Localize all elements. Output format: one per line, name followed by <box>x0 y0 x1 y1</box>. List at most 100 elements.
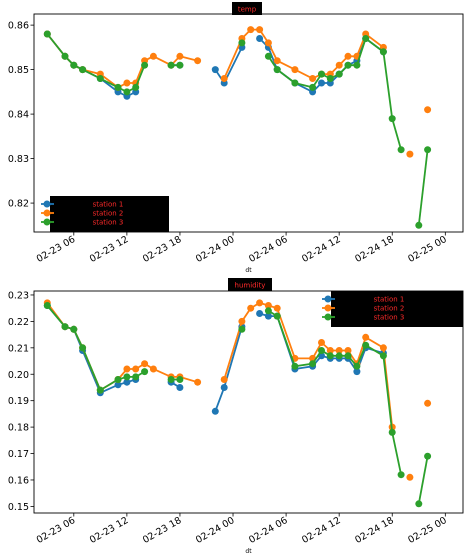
data-point-station-2 <box>194 57 202 65</box>
legend-marker-station-2 <box>324 304 332 312</box>
legend-box <box>50 196 169 232</box>
data-point-station-3 <box>415 500 423 508</box>
data-point-station-3 <box>141 61 149 69</box>
data-point-station-1 <box>220 384 228 391</box>
data-point-station-3 <box>379 352 387 360</box>
data-point-station-3 <box>424 452 432 460</box>
data-point-station-2 <box>335 61 343 69</box>
data-point-station-1 <box>264 312 272 320</box>
legend-marker-station-3 <box>324 313 332 321</box>
data-point-station-3 <box>96 75 104 82</box>
data-point-station-3 <box>167 376 175 383</box>
data-point-station-2 <box>123 365 131 373</box>
y-tick-label: 0.18 <box>8 423 29 434</box>
data-point-station-1 <box>176 384 184 391</box>
chart-panel-2: 0.15 0.16 0.17 0.18 0.19 0.20 0.21 0.22 0.23 02-2… <box>8 278 464 555</box>
legend-label-station-2: station 2 <box>374 305 405 313</box>
data-point-station-2 <box>149 365 157 373</box>
data-point-station-1 <box>211 66 219 74</box>
x-tick-label: 02-25 00 <box>406 515 448 546</box>
x-tick-label: 02-23 06 <box>35 515 77 546</box>
x-tick-label: 02-23 12 <box>88 515 130 546</box>
data-point-station-3 <box>326 75 334 82</box>
data-point-station-3 <box>291 362 299 370</box>
data-point-station-2 <box>264 302 272 309</box>
chart-panel-1: 0.82 0.83 0.84 0.85 0.86 02-23 06 02-23 12 02-2… <box>8 2 464 274</box>
data-point-station-2 <box>273 304 281 312</box>
data-point-station-3 <box>344 352 352 360</box>
title-box <box>232 2 262 15</box>
y-tick-label: 0.16 <box>8 475 29 486</box>
legend-label-station-2: station 2 <box>93 210 124 218</box>
data-point-station-3 <box>353 362 361 370</box>
data-point-station-2 <box>318 339 325 346</box>
x-tick-label: 02-24 12 <box>300 234 342 265</box>
data-point-station-3 <box>379 48 387 56</box>
data-point-station-3 <box>424 146 432 154</box>
data-point-station-2 <box>379 344 387 352</box>
data-point-station-2 <box>220 75 228 82</box>
data-point-station-3 <box>141 368 149 376</box>
chart-title: humidity <box>235 282 266 290</box>
data-point-station-3 <box>335 352 343 360</box>
data-point-station-3 <box>388 428 396 436</box>
data-point-station-3 <box>388 115 396 123</box>
data-point-station-3 <box>79 344 87 352</box>
chart-title: temp <box>238 6 257 14</box>
data-point-station-1 <box>211 407 219 415</box>
data-point-station-3 <box>167 61 175 69</box>
data-point-station-2 <box>247 26 255 34</box>
x-tick-label: 02-23 12 <box>88 234 130 265</box>
x-tick-label: 02-24 06 <box>247 234 289 265</box>
data-point-station-2 <box>344 52 352 60</box>
data-point-station-3 <box>70 325 78 333</box>
x-tick-label: 02-23 18 <box>141 234 183 265</box>
data-point-station-3 <box>397 146 405 154</box>
data-point-station-3 <box>61 52 69 60</box>
data-point-station-2 <box>264 39 272 47</box>
data-point-station-3 <box>114 376 122 383</box>
legend-label-station-1: station 1 <box>374 296 405 304</box>
data-point-station-3 <box>176 376 184 383</box>
data-point-station-3 <box>344 61 352 69</box>
data-point-station-2 <box>406 150 414 158</box>
legend-label-station-3: station 3 <box>93 219 124 227</box>
data-point-station-1 <box>114 381 122 389</box>
data-point-station-3 <box>264 52 272 60</box>
data-point-station-2 <box>256 299 264 307</box>
data-point-station-2 <box>132 365 140 373</box>
data-point-station-3 <box>335 70 343 78</box>
legend-marker-station-2 <box>43 209 51 217</box>
data-point-station-3 <box>264 307 272 315</box>
data-point-station-3 <box>291 79 299 87</box>
data-point-station-3 <box>70 61 78 69</box>
data-point-station-3 <box>415 221 423 229</box>
x-tick-label: 02-24 18 <box>353 515 395 546</box>
y-tick-label: 0.84 <box>8 110 29 121</box>
data-point-station-2 <box>424 399 432 407</box>
y-tick-label: 0.15 <box>8 502 29 513</box>
x-tick-label: 02-24 18 <box>353 234 395 265</box>
data-point-station-3 <box>318 70 325 78</box>
x-tick-label: 02-25 00 <box>406 234 448 265</box>
data-point-station-2 <box>238 317 246 325</box>
legend-box <box>331 291 463 327</box>
data-point-station-2 <box>176 52 184 60</box>
data-point-station-1 <box>318 79 325 87</box>
data-point-station-1 <box>256 35 264 42</box>
legend-marker-station-1 <box>324 295 332 303</box>
data-point-station-2 <box>220 376 228 383</box>
data-point-station-2 <box>326 347 334 354</box>
data-point-station-3 <box>353 61 361 69</box>
y-tick-label: 0.83 <box>8 154 29 165</box>
data-point-station-3 <box>238 39 246 47</box>
legend-label-station-3: station 3 <box>374 314 405 322</box>
data-point-station-2 <box>406 473 414 481</box>
data-point-station-3 <box>362 35 370 42</box>
data-point-station-2 <box>141 360 149 368</box>
y-tick-label: 0.22 <box>8 317 29 328</box>
data-point-station-3 <box>273 312 281 320</box>
